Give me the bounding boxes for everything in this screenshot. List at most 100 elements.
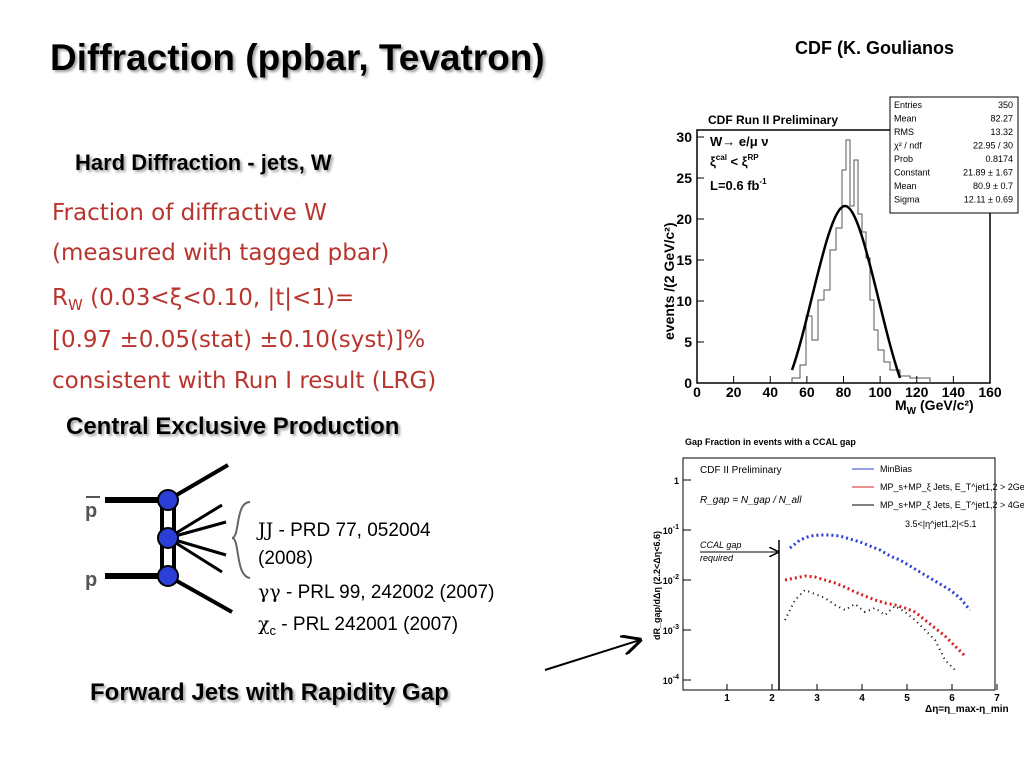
- text-line: RW (0.03<ξ<0.10, |t|<1)=: [52, 285, 354, 314]
- x-tick-label: 4: [859, 693, 865, 704]
- references: JJ - PRD 77, 052004 (2008) γγ - PRL 99, 24…: [256, 519, 494, 638]
- cut: 3.5<|η^jet1,2|<5.1: [905, 519, 976, 529]
- x-tick-label: 100: [868, 384, 892, 400]
- base: 10: [663, 576, 673, 586]
- base: 10: [663, 526, 673, 536]
- legend: L=0.6 fb-1: [710, 177, 767, 193]
- y-tick-label: 30: [676, 129, 692, 145]
- exp: -1: [673, 524, 679, 531]
- y-tick-label: 10: [676, 293, 692, 309]
- y-tick-label: 25: [676, 170, 692, 186]
- plot-gap: Gap Fraction in events with a CCAL gap C…: [652, 437, 1024, 715]
- stat-value: 12.11 ± 0.69: [964, 195, 1013, 205]
- x-tick-label: 120: [905, 384, 929, 400]
- label: p: [85, 569, 97, 591]
- y-label: dR_gap/dΔη (2.2<Δη<6.6): [652, 531, 662, 640]
- stat-value: 80.9 ± 0.7: [973, 181, 1013, 191]
- text: (0.03<ξ<0.10, |t|<1)=: [83, 285, 354, 311]
- y-tick-label: 10-3: [663, 624, 679, 636]
- exp: -2: [673, 574, 679, 581]
- title: Diffraction (ppbar, Tevatron): [50, 37, 545, 78]
- ticks: 0 20 40 60 80 100 120 140 160 0 5 10 15 20 25 30 Entries…: [676, 100, 1013, 400]
- heading: Central Exclusive Production: [66, 413, 399, 440]
- ref-label: χ: [258, 613, 270, 635]
- x-tick-label: 80: [836, 384, 852, 400]
- note: CCAL gap: [700, 540, 741, 550]
- y-tick-label: 20: [676, 211, 692, 227]
- x-tick-label: 2: [769, 693, 775, 704]
- stat-name: Entries: [894, 100, 923, 110]
- subscript: W: [68, 296, 83, 314]
- heading: Hard Diffraction - jets, W: [75, 150, 332, 175]
- y-tick-label: 5: [684, 334, 692, 350]
- ref-text: - PRL 242001 (2007): [276, 614, 458, 635]
- text-line: Fraction of diffractive W: [52, 200, 327, 226]
- stat-name: RMS: [894, 127, 914, 137]
- ref-label: JJ: [256, 519, 273, 541]
- text-line: [0.97 ±0.05(stat) ±0.10(syst)]%: [52, 327, 425, 353]
- plot-w: CDF Run II Preliminary W→ e/μ ν ξcal < ξ…: [661, 96, 1019, 417]
- stat-name: Mean: [894, 181, 917, 191]
- ref-sub: c: [270, 623, 277, 638]
- ref-text: (2008): [258, 548, 313, 569]
- y-label: events /(2 GeV/c²): [661, 223, 677, 341]
- text: R: [52, 285, 68, 311]
- text-line: consistent with Run I result (LRG): [52, 368, 436, 394]
- y-tick-label: 10-1: [663, 524, 679, 536]
- frame: [682, 457, 996, 691]
- x-label: MW (GeV/c²): [895, 397, 974, 417]
- t: M: [895, 397, 907, 413]
- plot-title: CDF Run II Preliminary: [708, 113, 838, 127]
- x-tick-label: 20: [726, 384, 742, 400]
- stat-name: χ² / ndf: [894, 141, 922, 151]
- x-tick-label: 40: [762, 384, 778, 400]
- formula: R_gap = N_gap / N_all: [700, 495, 802, 506]
- reference: χc - PRL 242001 (2007): [258, 613, 458, 638]
- stat-name: Constant: [894, 168, 931, 178]
- legend: MP_s+MP_ξ Jets, E_T^jet1,2 > 4GeV: [880, 500, 1024, 510]
- stat-value: 0.8174: [985, 154, 1013, 164]
- x-tick-label: 60: [799, 384, 815, 400]
- t: -1: [760, 177, 768, 186]
- reference: γγ - PRL 99, 242002 (2007): [258, 581, 494, 603]
- stat-name: Sigma: [894, 195, 920, 205]
- y-tick-label: 15: [676, 252, 692, 268]
- x-tick-label: 160: [978, 384, 1002, 400]
- t: RP: [748, 153, 760, 162]
- y-tick-label: 10-4: [663, 674, 679, 686]
- reference: JJ - PRD 77, 052004: [256, 519, 431, 541]
- x-tick-label: 7: [994, 693, 1000, 704]
- t: L=0.6 fb: [710, 178, 760, 193]
- base: 10: [663, 676, 673, 686]
- subtitle: CDF II Preliminary: [700, 465, 782, 476]
- diagram: [105, 463, 251, 614]
- attribution: CDF (K. Goulianos: [795, 38, 954, 58]
- ref-text: - PRD 77, 052004: [273, 520, 431, 541]
- ref-label: γγ: [258, 581, 281, 603]
- x-label: Δη=η_max-η_min: [925, 704, 1009, 715]
- x-tick-label: 0: [693, 384, 701, 400]
- stat-value: 13.32: [990, 127, 1013, 137]
- y-tick-label: 10-2: [663, 574, 679, 586]
- reference: (2008): [258, 548, 313, 569]
- ref-text: - PRL 99, 242002 (2007): [281, 582, 495, 603]
- x-tick-label: 140: [942, 384, 966, 400]
- arrow: [544, 640, 640, 671]
- t: cal: [716, 153, 727, 162]
- text-line: (measured with tagged pbar): [52, 240, 389, 266]
- plot-title: Gap Fraction in events with a CCAL gap: [685, 437, 856, 447]
- legend: W→ e/μ ν: [710, 134, 769, 149]
- y-tick-label: 0: [684, 375, 692, 391]
- label: p: [85, 500, 97, 522]
- legend: ξcal < ξRP: [710, 153, 759, 169]
- stat-value: 350: [998, 100, 1013, 110]
- legend: MinBias: [880, 464, 913, 474]
- stat-name: Mean: [894, 114, 917, 124]
- t: W: [907, 406, 917, 417]
- x-tick-label: 1: [724, 693, 730, 704]
- series-minbias: [789, 533, 972, 611]
- stat-name: Prob: [894, 154, 913, 164]
- t: (GeV/c²): [916, 397, 974, 413]
- base: 10: [663, 626, 673, 636]
